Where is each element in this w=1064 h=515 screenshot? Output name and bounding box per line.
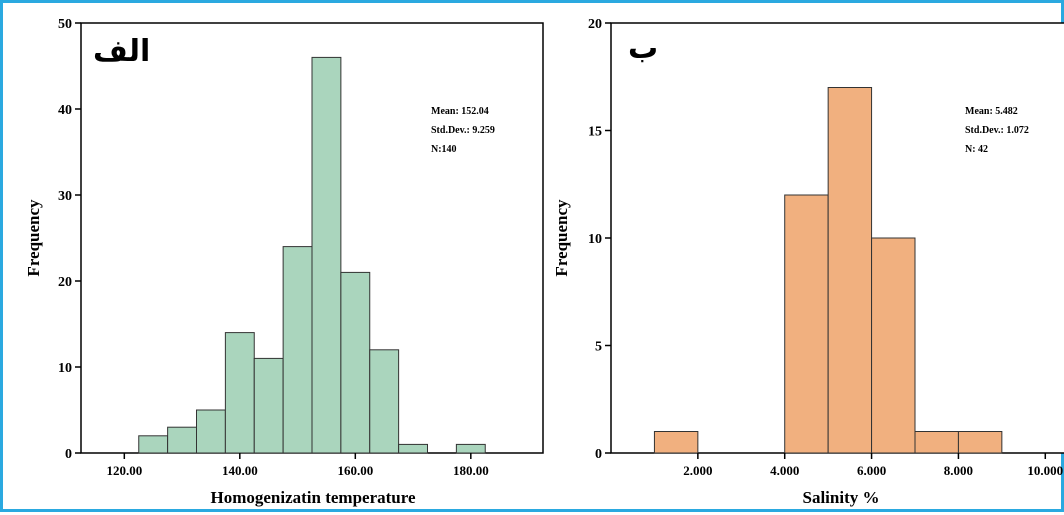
histogram-bar [282,246,313,454]
histogram-salinity-svg: 0 5 10 15 20 2.000 4.000 6.000 8.000 10.000 Salini… [553,17,1064,507]
histogram-salinity: 0 5 10 15 20 2.000 4.000 6.000 8.000 10.000 Salini… [553,3,1064,515]
y-tick-label: 10 [58,361,72,376]
y-tick-label: 30 [58,189,72,204]
y-tick-label: 50 [58,17,72,32]
y-tick-label: 10 [588,232,602,247]
histogram-bar [369,349,400,454]
y-tick-label: 0 [65,447,72,462]
x-axis-label: Salinity % [803,488,880,507]
x-tick-label: 140.00 [222,463,258,478]
histogram-homogenization-svg: 0 10 20 30 40 50 120.00 140.00 160.00 180.00 Homog… [24,17,544,507]
y-axis-label: Frequency [24,199,43,277]
x-tick-label: 160.00 [337,463,373,478]
histogram-bar [311,56,342,454]
histogram-bar [784,194,829,454]
histogram-bar [871,237,916,454]
stats-text: N: 42 [965,144,988,155]
histogram-bar [914,431,959,454]
histogram-bar [253,357,284,454]
stats-text: Std.Dev.: 1.072 [965,125,1029,136]
panel-label: الف [93,34,150,69]
histogram-bar [827,87,873,454]
histogram-bar [957,431,1003,454]
y-tick-label: 5 [595,340,602,355]
histogram-bar [653,431,699,454]
x-axis-label: Homogenizatin temperature [210,488,416,507]
x-tick-label: 180.00 [453,463,489,478]
histogram-bar [340,271,371,454]
histogram-bar [138,435,169,454]
x-tick-label: 8.000 [944,463,973,478]
x-tick-label: 120.00 [106,463,142,478]
stats-text: Mean: 152.04 [431,106,489,117]
stats-text: N:140 [431,144,457,155]
histogram-bar [167,426,197,454]
x-tick-label: 4.000 [770,463,799,478]
y-tick-label: 20 [58,275,72,290]
panel-label: ب [628,31,658,66]
y-tick-label: 40 [58,103,72,118]
y-tick-label: 0 [595,447,602,462]
histogram-bar [398,443,428,454]
stats-text: Mean: 5.482 [965,106,1018,117]
stats-text: Std.Dev.: 9.259 [431,125,495,136]
histogram-bar [455,443,486,454]
y-tick-label: 20 [588,17,602,32]
x-tick-label: 10.000 [1027,463,1063,478]
y-axis-label: Frequency [553,199,571,277]
x-tick-label: 6.000 [857,463,886,478]
histogram-homogenization: 0 10 20 30 40 50 120.00 140.00 160.00 180.00 Homog… [3,3,553,515]
y-tick-label: 15 [588,125,602,140]
histogram-bar [224,332,255,454]
histogram-bar [196,409,226,454]
x-tick-label: 2.000 [683,463,712,478]
